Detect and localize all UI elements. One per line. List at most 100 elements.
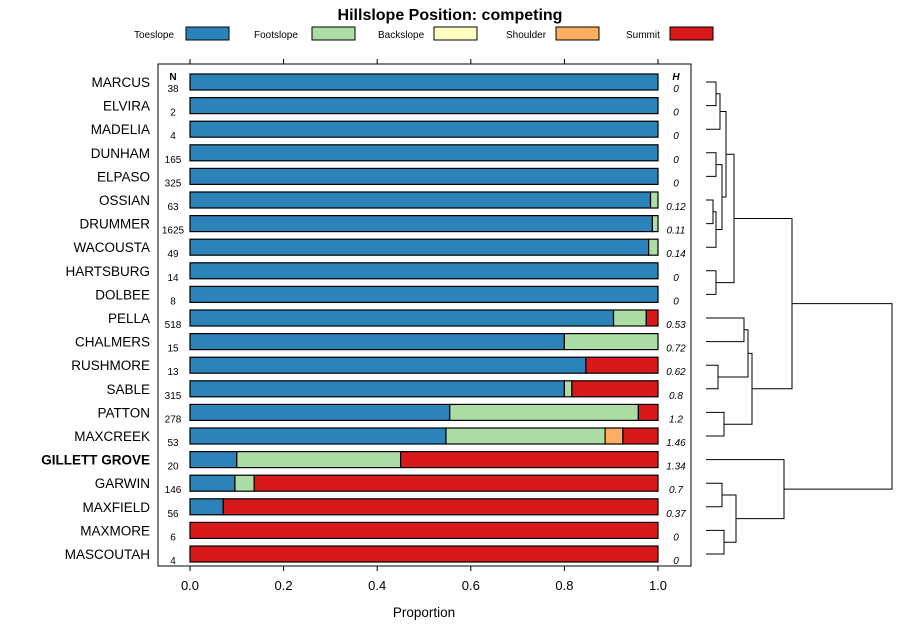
dendrogram [706, 81, 893, 555]
bar-row-drummer [189, 215, 659, 233]
bar-segment-maxmore-summit [189, 521, 659, 540]
bar-segment-ossian-footslope [649, 191, 659, 209]
axes: 0.0 0.2 0.4 0.6 0.8 1.0 [181, 59, 667, 593]
dendro-link-e [706, 211, 717, 248]
bar-row-sable [189, 380, 659, 398]
h-value-marcus: 0 [673, 84, 679, 95]
n-value-drummer: 1625 [162, 226, 185, 237]
n-value-patton: 278 [165, 414, 182, 425]
n-value-rushmore: 13 [167, 367, 179, 378]
bar-segment-maxfield-toeslope [189, 498, 224, 516]
bar-segment-madelia-toeslope [189, 120, 659, 138]
bar-segment-maxcreek-summit [622, 427, 659, 445]
soil-label-rushmore: RUSHMORE [71, 358, 150, 373]
soil-label-dolbee: DOLBEE [95, 287, 150, 302]
bar-row-patton [189, 403, 659, 421]
n-value-gillett-grove: 20 [167, 462, 179, 473]
bar-segment-sable-footslope [563, 380, 573, 398]
h-header: H [672, 72, 680, 83]
soil-label-maxmore: MAXMORE [80, 523, 150, 538]
n-value-mascoutah: 4 [170, 556, 176, 567]
soil-label-chalmers: CHALMERS [75, 335, 150, 350]
bar-segment-sable-toeslope [189, 380, 565, 398]
bar-row-madelia [189, 120, 659, 138]
bar-segment-chalmers-toeslope [189, 333, 565, 351]
soil-label-mascoutah: MASCOUTAH [65, 547, 150, 562]
bar-segment-patton-toeslope [189, 403, 451, 421]
dendro-link-b [706, 93, 721, 130]
dendro-link-k [706, 364, 719, 390]
legend-label-backslope: Backslope [378, 30, 425, 41]
soil-label-sable: SABLE [106, 382, 150, 397]
bar-segment-patton-footslope [449, 403, 639, 421]
legend: Toeslope Footslope Backslope Shoulder Summit [134, 26, 714, 41]
legend-label-footslope: Footslope [254, 30, 298, 41]
bar-row-marcus [189, 73, 659, 91]
soil-label-garwin: GARWIN [95, 476, 150, 491]
bar-segment-maxcreek-shoulder [604, 427, 624, 445]
x-tick-label-2: 0.4 [368, 578, 386, 593]
bar-segment-hartsburg-toeslope [189, 262, 659, 280]
bar-segment-garwin-summit [253, 474, 659, 492]
legend-swatch-shoulder [555, 26, 600, 41]
bar-row-garwin [189, 474, 659, 492]
n-value-sable: 315 [165, 391, 182, 402]
soil-label-patton: PATTON [97, 405, 150, 420]
soil-label-maxfield: MAXFIELD [82, 500, 150, 515]
x-tick-label-0: 0.0 [181, 578, 199, 593]
x-tick-label-1: 0.2 [275, 578, 293, 593]
bar-row-wacousta [189, 238, 659, 256]
n-value-ossian: 63 [167, 202, 179, 213]
bar-row-pella [189, 309, 659, 327]
legend-label-summit: Summit [626, 30, 660, 41]
n-value-dunham: 165 [165, 155, 182, 166]
h-value-maxmore: 0 [673, 532, 679, 543]
bar-segment-marcus-toeslope [189, 73, 659, 91]
n-value-hartsburg: 14 [167, 273, 179, 284]
soil-label-elvira: ELVIRA [103, 99, 150, 114]
bar-row-chalmers [189, 333, 659, 351]
bar-segment-sable-summit [571, 380, 659, 398]
dendro-link-p [706, 482, 723, 508]
h-value-maxfield: 0.37 [666, 509, 686, 520]
n-header: N [169, 72, 176, 83]
n-value-madelia: 4 [170, 131, 176, 142]
soil-label-dunham: DUNHAM [91, 146, 150, 161]
bar-segment-maxcreek-toeslope [189, 427, 447, 445]
n-value-maxmore: 6 [170, 532, 176, 543]
bar-segment-drummer-toeslope [189, 215, 653, 233]
dendro-link-m [706, 411, 725, 437]
bar-segment-pella-toeslope [189, 309, 615, 327]
legend-swatch-toeslope [185, 26, 230, 41]
bar-segment-rushmore-toeslope [189, 356, 587, 374]
x-tick-label-3: 0.6 [462, 578, 480, 593]
bar-row-maxcreek [189, 427, 659, 445]
n-value-dolbee: 8 [170, 296, 176, 307]
n-value-pella: 518 [165, 320, 182, 331]
dendro-link-d [706, 199, 714, 225]
panel-border [157, 63, 692, 567]
bar-segment-mascoutah-summit [189, 545, 659, 563]
bar-segment-gillett-grove-summit [400, 451, 659, 469]
dendro-link-h [706, 270, 717, 295]
h-value-elvira: 0 [673, 108, 679, 119]
n-value-elpaso: 325 [165, 178, 182, 189]
legend-label-shoulder: Shoulder [506, 30, 547, 41]
bar-segment-gillett-grove-toeslope [189, 451, 238, 469]
bar-segment-dolbee-toeslope [189, 285, 659, 303]
soil-label-hartsburg: HARTSBURG [65, 264, 150, 279]
h-value-chalmers: 0.72 [666, 344, 686, 355]
dendro-link-t [784, 303, 893, 490]
bar-segment-elvira-toeslope [189, 96, 659, 115]
bar-segment-pella-footslope [612, 309, 647, 327]
dendro-link-g [720, 111, 727, 198]
bars [189, 73, 659, 563]
soil-label-ossian: OSSIAN [99, 193, 150, 208]
bar-row-gillett-grove [189, 451, 659, 469]
h-value-dolbee: 0 [673, 296, 679, 307]
bar-row-dunham [189, 144, 659, 162]
soil-label-elpaso: ELPASO [97, 169, 150, 184]
h-value-sable: 0.8 [669, 391, 683, 402]
bar-segment-gillett-grove-footslope [236, 451, 402, 469]
